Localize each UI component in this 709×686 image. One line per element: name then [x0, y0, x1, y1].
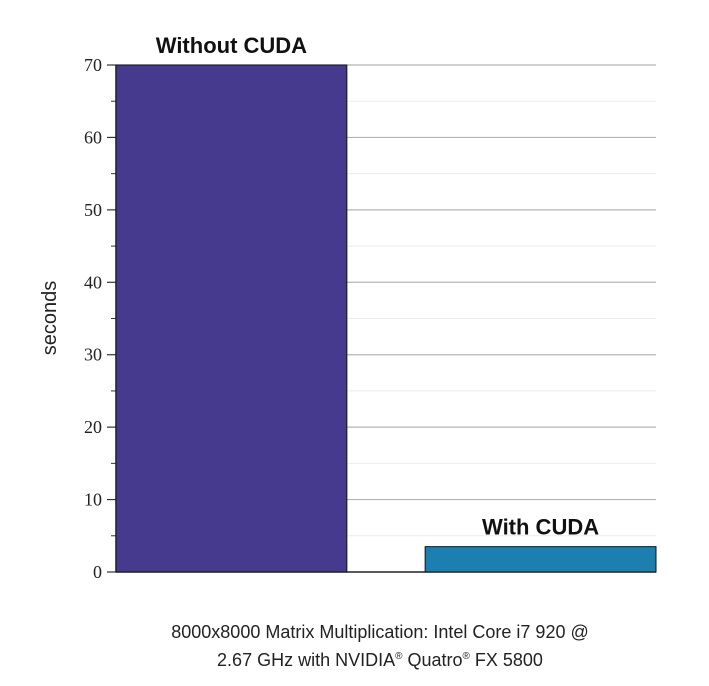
y-tick-label: 60: [84, 127, 102, 147]
y-tick-label: 0: [93, 562, 102, 582]
bar-label-without-cuda: Without CUDA: [156, 33, 307, 58]
y-tick-label: 50: [84, 200, 102, 220]
bar-labels: Without CUDA With CUDA: [156, 33, 599, 540]
bar-label-with-cuda: With CUDA: [482, 515, 599, 540]
bar-with-cuda: [424, 546, 657, 573]
caption-line-2-part-1: 2.67 GHz with NVIDIA: [217, 650, 396, 670]
caption: 8000x8000 Matrix Multiplication: Intel C…: [120, 622, 640, 643]
y-tick-label: 10: [84, 490, 102, 510]
bar-chart: 0 10 20 30 40 50 60 70 Without CUDA With CUDA se…: [39, 33, 657, 582]
caption-line-2-part-3: FX 5800: [469, 650, 543, 670]
bars: [115, 64, 657, 573]
registered-mark-2: ®: [462, 651, 470, 662]
caption-line-1: 8000x8000 Matrix Multiplication: Intel C…: [171, 622, 589, 642]
caption-2: 2.67 GHz with NVIDIA® Quatro® FX 5800: [120, 650, 640, 671]
registered-mark-1: ®: [395, 651, 403, 662]
y-tick-label: 30: [84, 345, 102, 365]
bar-without-cuda: [115, 64, 348, 573]
y-tick-label: 70: [84, 55, 102, 75]
y-axis-label: seconds: [39, 281, 61, 356]
y-tick-label: 20: [84, 417, 102, 437]
caption-line-2-part-2: Quatro: [402, 650, 463, 670]
y-tick-label: 40: [84, 272, 102, 292]
